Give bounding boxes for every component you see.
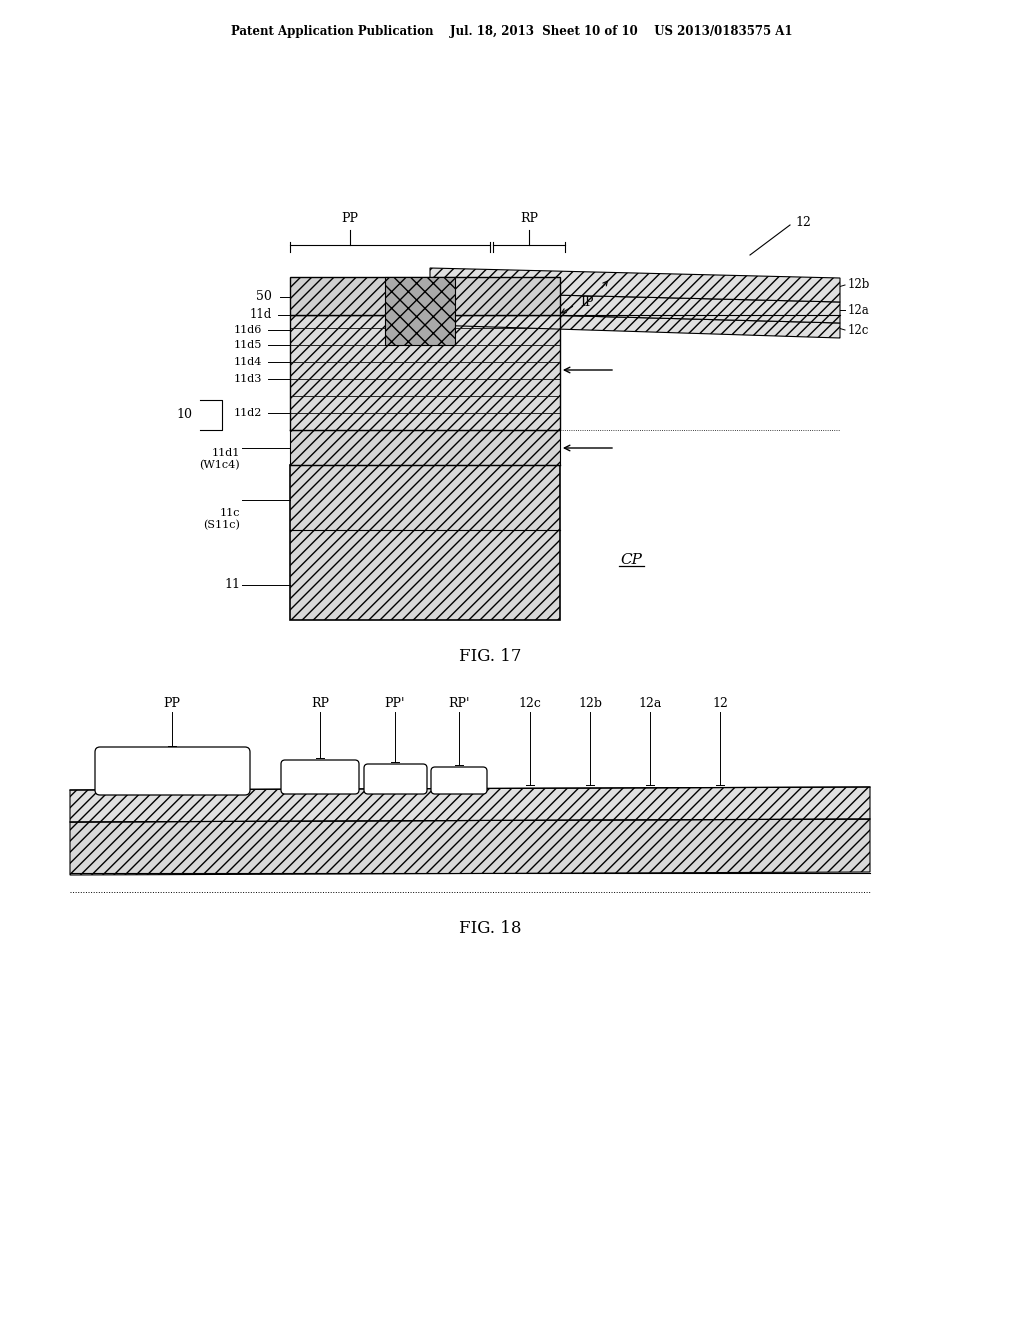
Text: CP: CP <box>620 553 642 568</box>
Text: 11d1: 11d1 <box>212 447 240 458</box>
FancyBboxPatch shape <box>431 767 487 795</box>
FancyBboxPatch shape <box>95 747 250 795</box>
Bar <box>290 379 560 396</box>
Text: 11d2: 11d2 <box>233 408 262 418</box>
Text: 12a: 12a <box>848 304 869 317</box>
Text: RP: RP <box>311 697 329 710</box>
Text: 11d3: 11d3 <box>233 374 262 384</box>
Text: 12: 12 <box>795 215 811 228</box>
Polygon shape <box>70 787 870 822</box>
FancyBboxPatch shape <box>281 760 359 795</box>
Text: RP': RP' <box>449 697 470 710</box>
Text: IP: IP <box>580 296 594 309</box>
Bar <box>290 465 560 620</box>
Text: 10: 10 <box>176 408 193 421</box>
Text: FIG. 17: FIG. 17 <box>459 648 521 665</box>
Bar <box>290 430 560 465</box>
Text: 11d5: 11d5 <box>233 341 262 350</box>
Bar <box>385 277 455 345</box>
Text: 12a: 12a <box>638 697 662 710</box>
Text: 11c: 11c <box>219 508 240 517</box>
Bar <box>290 315 560 327</box>
Polygon shape <box>70 818 870 875</box>
Text: RP: RP <box>520 213 538 224</box>
Polygon shape <box>430 292 840 323</box>
Text: (W1c4): (W1c4) <box>200 459 240 470</box>
FancyBboxPatch shape <box>364 764 427 795</box>
Bar <box>290 362 560 379</box>
Text: 12b: 12b <box>848 279 870 292</box>
Text: FIG. 18: FIG. 18 <box>459 920 521 937</box>
Text: (S11c): (S11c) <box>203 520 240 531</box>
Text: 12: 12 <box>712 697 728 710</box>
Bar <box>290 396 560 413</box>
Text: Patent Application Publication    Jul. 18, 2013  Sheet 10 of 10    US 2013/01835: Patent Application Publication Jul. 18, … <box>231 25 793 38</box>
Text: 50: 50 <box>256 290 272 304</box>
Text: 11: 11 <box>224 578 240 591</box>
Text: 12c: 12c <box>848 323 869 337</box>
Text: 12b: 12b <box>578 697 602 710</box>
Text: 11d6: 11d6 <box>233 325 262 335</box>
Bar <box>290 327 560 345</box>
Text: PP': PP' <box>385 697 406 710</box>
Text: 11d: 11d <box>250 309 272 322</box>
Bar <box>290 277 560 315</box>
Polygon shape <box>430 268 840 302</box>
Bar <box>290 345 560 362</box>
Text: PP: PP <box>164 697 180 710</box>
Polygon shape <box>430 312 840 338</box>
Bar <box>290 413 560 430</box>
Text: 12c: 12c <box>518 697 542 710</box>
Text: 11d4: 11d4 <box>233 356 262 367</box>
Text: PP: PP <box>341 213 358 224</box>
